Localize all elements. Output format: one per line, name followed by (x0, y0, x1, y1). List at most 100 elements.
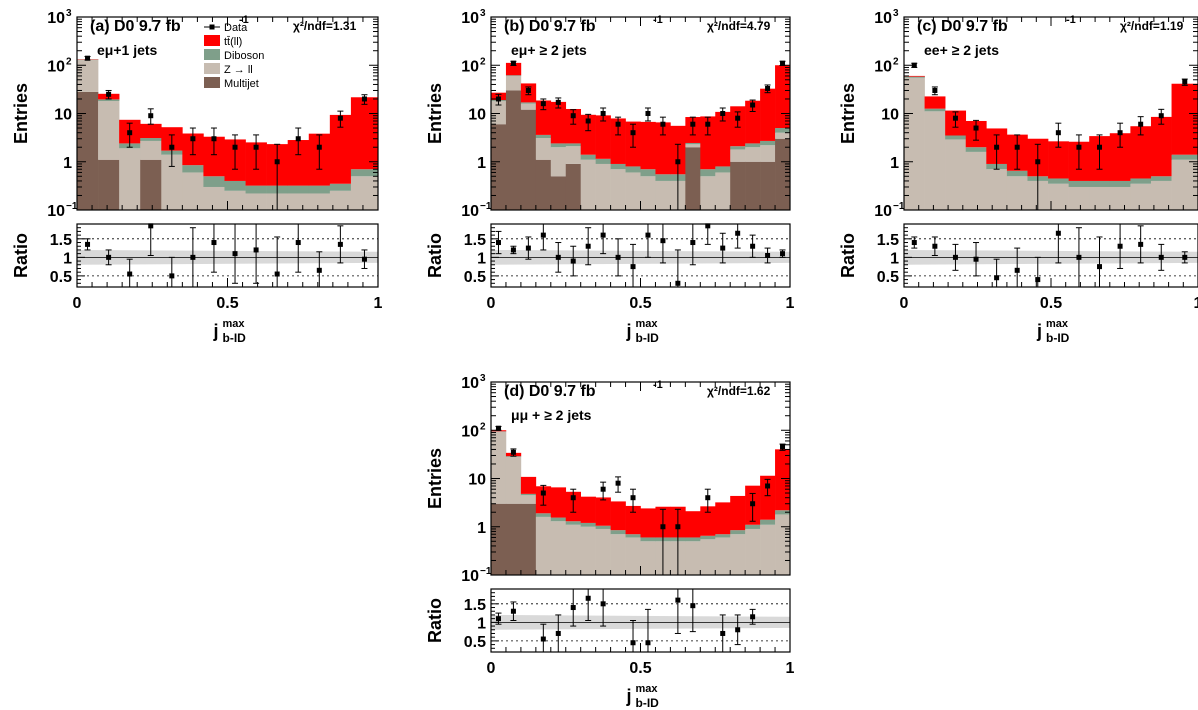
multijet-bar (520, 503, 537, 575)
zll-bar (535, 138, 552, 160)
zll-bar (685, 541, 701, 575)
ratio-point (780, 251, 786, 257)
ratio-point (1097, 264, 1103, 270)
y-tick-label: 10 (461, 10, 479, 27)
diboson-bar (245, 185, 267, 194)
zll-bar (775, 132, 790, 139)
data-point (720, 111, 726, 116)
diboson-bar (595, 158, 611, 164)
ratio-point (570, 258, 576, 264)
x-axis-label-sup: max (636, 318, 659, 330)
ratio-y-tick-label: 0.5 (50, 269, 72, 286)
multijet-bar (685, 147, 701, 210)
ratio-point (127, 271, 133, 277)
diboson-bar (1171, 154, 1198, 160)
ratio-point (555, 630, 561, 636)
ratio-y-tick-label: 1 (477, 250, 486, 267)
chi2-label: χ²/ndf=1.19 (1120, 19, 1184, 33)
channel-label: eμ+ ≥ 2 jets (511, 42, 587, 58)
data-point (148, 113, 154, 119)
stacked-histogram (491, 430, 790, 575)
diboson-bar (550, 517, 567, 522)
ratio-point (570, 605, 576, 611)
diboson-bar (350, 169, 378, 177)
diboson-bar (565, 143, 581, 147)
diboson-bar (700, 535, 716, 540)
ratio-axis-label: Ratio (425, 598, 445, 643)
stacked-histogram (904, 75, 1198, 210)
x-tick-label: 0.5 (1040, 295, 1062, 312)
data-point (361, 96, 367, 102)
data-point (630, 495, 636, 501)
multijet-bar (491, 124, 507, 210)
diboson-bar (550, 143, 567, 148)
zll-bar (77, 60, 99, 92)
diboson-bar (640, 169, 656, 177)
diboson-bar (775, 128, 790, 133)
legend: Data tt̄(ll) Diboson Z → ll Multijet (204, 22, 264, 90)
data-point (1158, 113, 1164, 119)
ratio-point (361, 256, 367, 262)
ratio-point (750, 243, 756, 249)
ratio-y-tick-label: 1 (63, 250, 72, 267)
zll-bar (329, 190, 352, 210)
ttbar-bar (520, 476, 537, 494)
ttbar-bar (1130, 126, 1152, 179)
y-tick-label: 10 (461, 203, 479, 220)
zll-bar (715, 172, 731, 210)
ratio-point (585, 595, 591, 601)
x-axis-label-sub: b-ID (636, 696, 660, 710)
y-tick-exponent: 3 (893, 8, 899, 19)
zll-bar (161, 154, 183, 210)
ttbar-bar (904, 75, 925, 77)
y-tick-label: 10 (468, 107, 486, 124)
data-point (190, 136, 196, 142)
zll-bar (1089, 186, 1111, 210)
zll-bar (224, 190, 246, 210)
diboson-bar (505, 75, 522, 76)
zll-bar (730, 149, 746, 162)
ratio-point (630, 264, 636, 270)
x-axis-label-sub: b-ID (636, 331, 660, 345)
y-tick-label: 10 (47, 203, 65, 220)
ttbar-bar (625, 505, 641, 535)
diboson-bar (924, 108, 946, 112)
y-tick-label: 10 (47, 58, 65, 75)
ratio-point (630, 640, 636, 646)
zll-bar (1068, 186, 1090, 210)
diboson-bar (625, 166, 641, 173)
diboson-bar (1048, 178, 1069, 184)
x-tick-label: 0.5 (216, 295, 238, 312)
ratio-point (660, 238, 666, 244)
zll-bar (685, 144, 701, 148)
ratio-point (750, 614, 756, 620)
ratio-y-tick-label: 1 (477, 615, 486, 632)
data-point (316, 144, 322, 150)
ttbar-bar (580, 496, 596, 523)
diboson-bar (715, 166, 731, 173)
zll-bar (520, 103, 537, 110)
data-point (675, 159, 681, 165)
diboson-bar (965, 147, 987, 152)
ratio-point (1182, 254, 1188, 260)
y-tick-exponent: −1 (66, 201, 78, 212)
ratio-axis-label: Ratio (838, 233, 858, 278)
ratio-point (510, 247, 516, 253)
data-point (510, 60, 516, 66)
diboson-bar (745, 143, 761, 148)
y-tick-exponent: −1 (480, 201, 492, 212)
lumi-exponent: -1 (653, 14, 663, 26)
legend-swatch-zll (204, 63, 220, 74)
zll-bar (760, 145, 776, 162)
data-point (1182, 79, 1188, 85)
diboson-bar (730, 530, 746, 535)
diboson-bar (535, 134, 552, 139)
zll-bar (745, 147, 761, 162)
y-tick-label: 10 (874, 58, 892, 75)
ratio-point (615, 254, 621, 260)
lumi-exponent: -1 (653, 379, 663, 391)
ttbar-bar (203, 136, 225, 177)
diboson-bar (224, 180, 246, 191)
ratio-point (1014, 267, 1020, 273)
y-tick-label: 10 (461, 375, 479, 392)
